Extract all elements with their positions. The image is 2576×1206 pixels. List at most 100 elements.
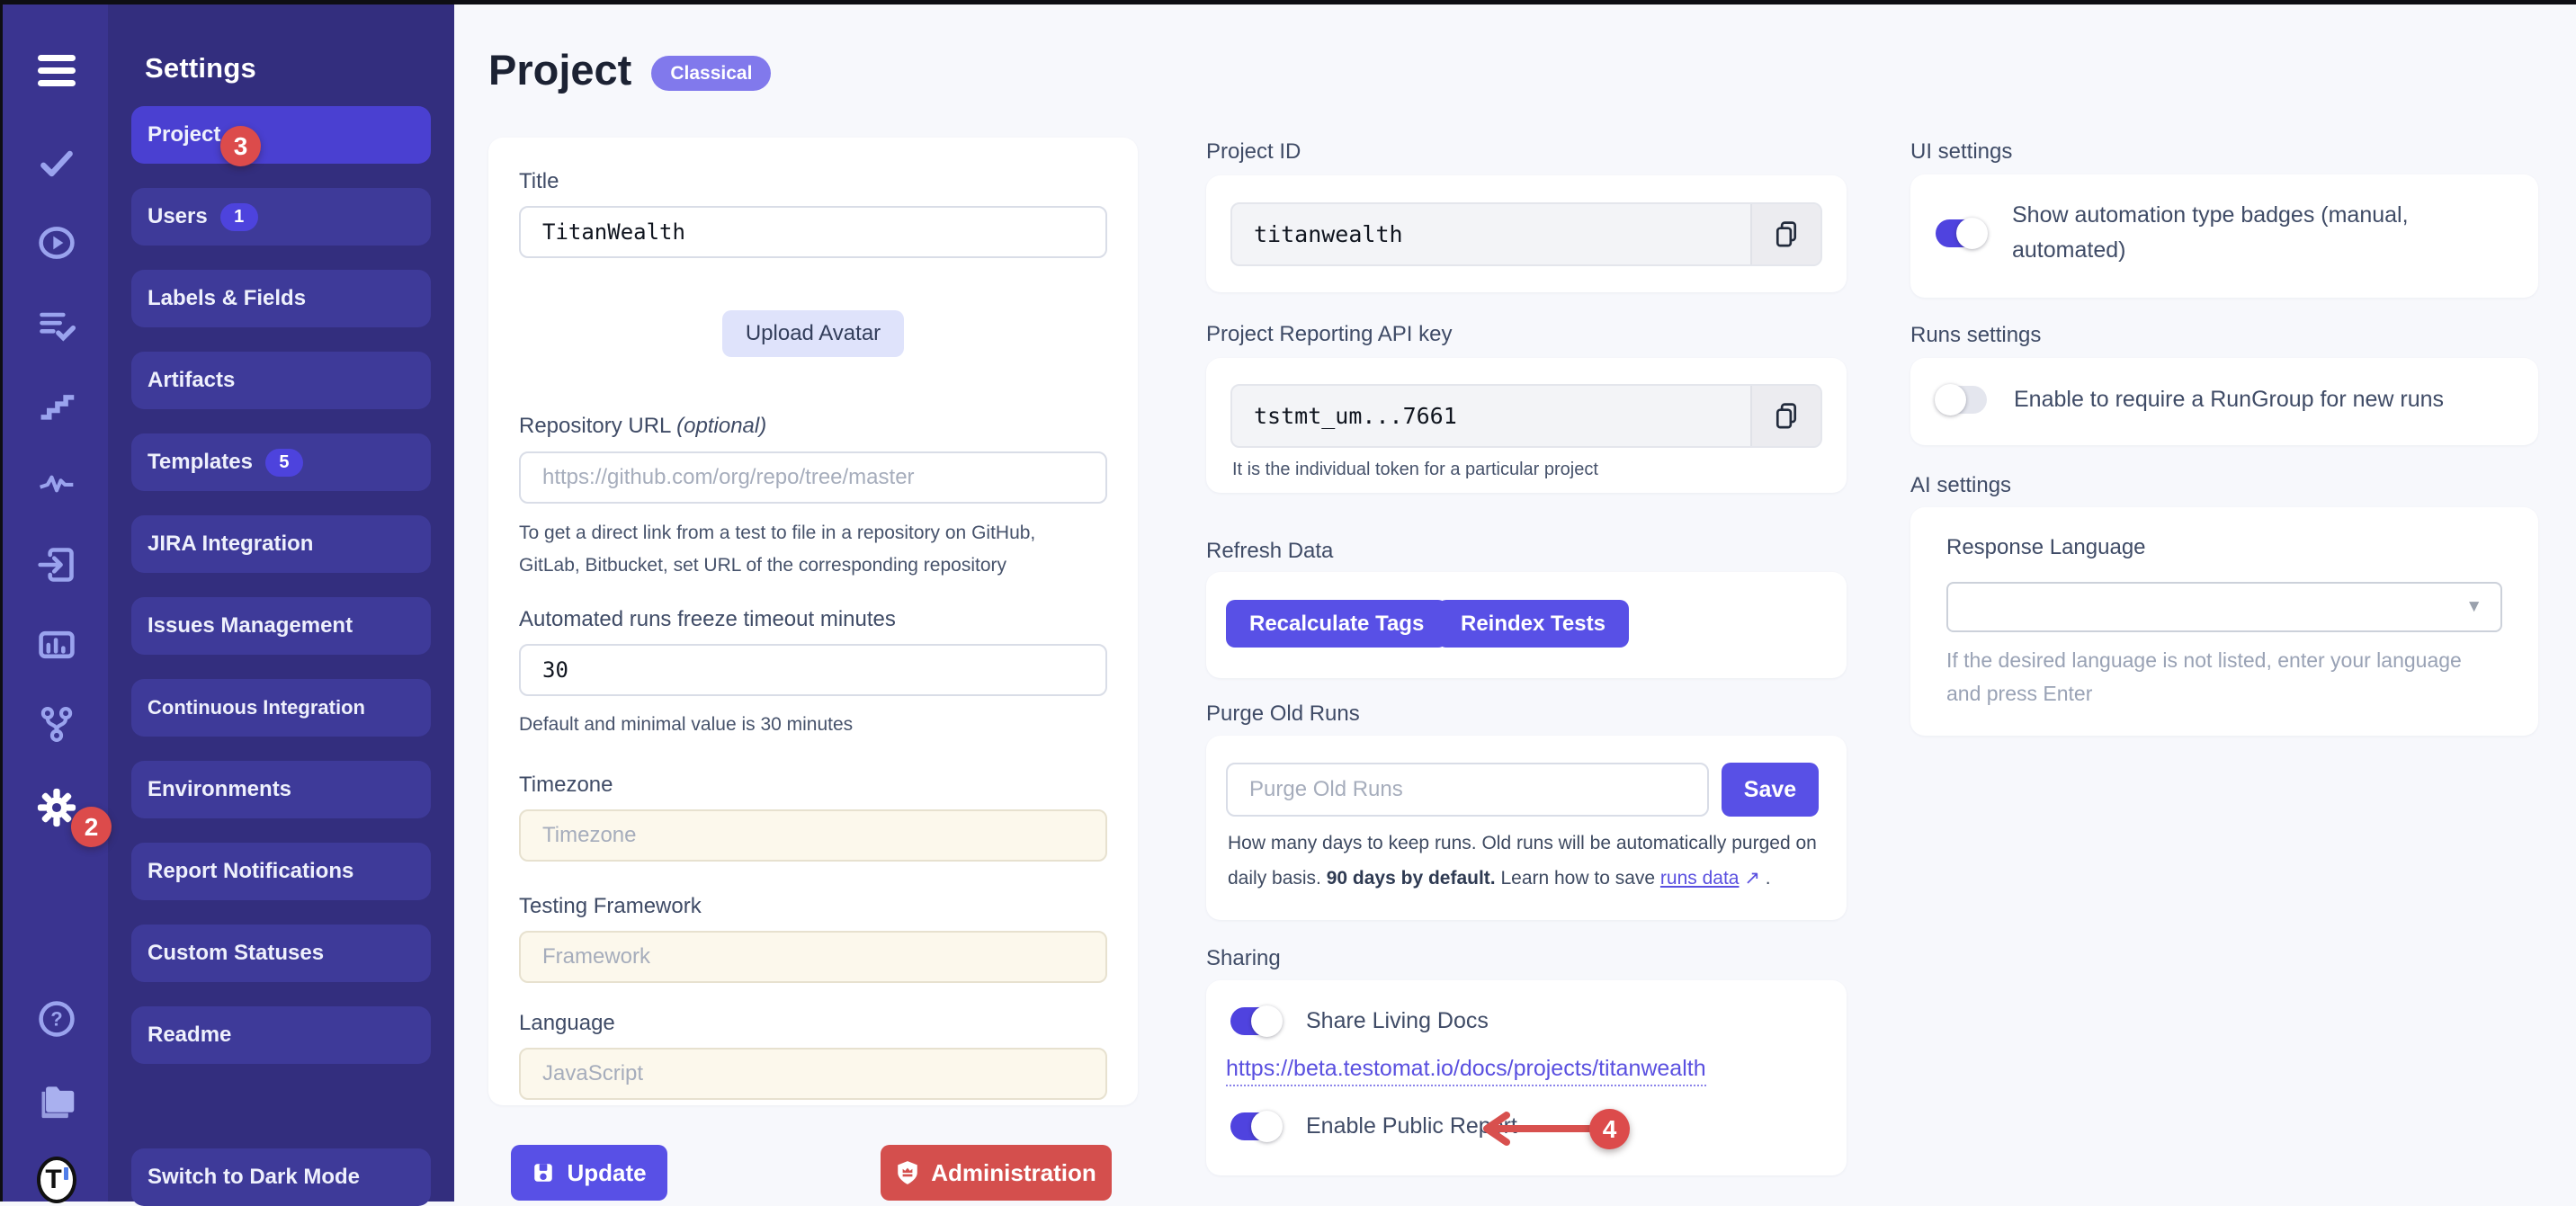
- save-floppy-icon: [534, 1164, 553, 1182]
- purge-old-runs-input[interactable]: [1226, 763, 1709, 817]
- api-key-label: Project Reporting API key: [1206, 322, 1453, 346]
- api-key-field: tstmt_um...7661: [1230, 384, 1822, 448]
- repository-url-label: Repository URL (optional): [519, 414, 767, 438]
- sidebar-item-issues[interactable]: Issues Management: [131, 597, 431, 655]
- repository-url-input[interactable]: [519, 451, 1107, 504]
- ai-settings-label: AI settings: [1910, 473, 2012, 497]
- sidebar-item-readme[interactable]: Readme: [131, 1006, 431, 1064]
- sharing-card: Share Living Docs https://beta.testomat.…: [1206, 980, 1847, 1175]
- timezone-label: Timezone: [519, 773, 613, 797]
- rungroup-toggle[interactable]: [1935, 384, 1987, 415]
- analytics-bar-chart-icon[interactable]: [37, 625, 76, 665]
- share-living-docs-row: Share Living Docs: [1230, 1005, 1489, 1037]
- ui-settings-card: Show automation type badges (manual, aut…: [1910, 174, 2538, 298]
- share-living-docs-toggle[interactable]: [1230, 1005, 1283, 1037]
- sidebar-item-custom-statuses[interactable]: Custom Statuses: [131, 925, 431, 982]
- rungroup-label: Enable to require a RunGroup for new run…: [2014, 387, 2445, 412]
- help-icon[interactable]: ?: [37, 999, 76, 1039]
- pulse-icon[interactable]: [37, 464, 76, 504]
- freeze-timeout-input[interactable]: [519, 644, 1107, 696]
- users-count-badge: 1: [219, 202, 258, 231]
- enable-public-report-row: Enable Public Report: [1230, 1111, 1517, 1142]
- response-language-help: If the desired language is not listed, e…: [1946, 648, 2462, 705]
- settings-gear-icon[interactable]: [37, 788, 76, 827]
- living-docs-url-link[interactable]: https://beta.testomat.io/docs/projects/t…: [1226, 1056, 1706, 1086]
- freeze-timeout-label: Automated runs freeze timeout minutes: [519, 607, 896, 631]
- administration-button[interactable]: Administration: [881, 1145, 1112, 1201]
- annotation-step-project: 3: [220, 126, 261, 166]
- rungroup-row: Enable to require a RunGroup for new run…: [1935, 384, 2445, 415]
- api-key-value: tstmt_um...7661: [1254, 403, 1457, 429]
- tests-check-icon[interactable]: [37, 144, 76, 183]
- project-form-card: Title Upload Avatar Repository URL (opti…: [488, 138, 1138, 1105]
- response-language-select[interactable]: ▼: [1946, 582, 2502, 632]
- api-key-help: It is the individual token for a particu…: [1232, 460, 1598, 479]
- refresh-data-card: Recalculate Tags Reindex Tests: [1206, 572, 1847, 678]
- milestones-steps-icon[interactable]: [37, 386, 76, 425]
- dropdown-caret-icon: ▼: [2465, 597, 2482, 616]
- enable-public-report-toggle[interactable]: [1230, 1111, 1283, 1142]
- enable-public-report-label: Enable Public Report: [1306, 1113, 1517, 1139]
- save-button[interactable]: Save: [1722, 763, 1819, 817]
- test-plans-icon[interactable]: [37, 305, 76, 344]
- response-language-label: Response Language: [1946, 535, 2146, 559]
- annotation-step-gear: 2: [71, 807, 112, 847]
- avatar[interactable]: T: [37, 1157, 76, 1203]
- upload-avatar-button[interactable]: Upload Avatar: [721, 310, 905, 357]
- sidebar-item-environments[interactable]: Environments: [131, 761, 431, 818]
- reindex-tests-button[interactable]: Reindex Tests: [1437, 600, 1629, 648]
- svg-text:?: ?: [50, 1007, 62, 1030]
- recalculate-tags-button[interactable]: Recalculate Tags: [1226, 600, 1448, 648]
- title-label: Title: [519, 169, 559, 193]
- window-left-border: [0, 0, 3, 1202]
- icon-rail: 2 ? T: [3, 4, 112, 1203]
- admin-shield-icon: [898, 1161, 918, 1184]
- annotation-step-public-report: 4: [1589, 1109, 1630, 1149]
- sidebar-item-ci[interactable]: Continuous Integration: [131, 679, 431, 737]
- sidebar-title: Settings: [145, 52, 256, 84]
- menu-icon[interactable]: [37, 50, 76, 90]
- runs-settings-card: Enable to require a RunGroup for new run…: [1910, 358, 2538, 445]
- freeze-timeout-help: Default and minimal value is 30 minutes: [519, 714, 854, 735]
- language-input[interactable]: [519, 1048, 1107, 1100]
- copy-api-key-button[interactable]: [1750, 386, 1820, 446]
- automation-badges-row: [1936, 218, 1988, 249]
- testing-framework-label: Testing Framework: [519, 894, 702, 918]
- copy-icon: [1775, 220, 1797, 246]
- testing-framework-input[interactable]: [519, 931, 1107, 983]
- sharing-label: Sharing: [1206, 946, 1281, 970]
- purge-old-runs-label: Purge Old Runs: [1206, 701, 1360, 726]
- branches-icon[interactable]: [37, 704, 76, 744]
- templates-count-badge: 5: [264, 448, 303, 477]
- projects-folder-icon[interactable]: [37, 1080, 76, 1120]
- runs-play-icon[interactable]: [37, 223, 76, 263]
- timezone-input[interactable]: [519, 809, 1107, 862]
- project-id-card: titanwealth: [1206, 175, 1847, 292]
- share-living-docs-label: Share Living Docs: [1306, 1008, 1489, 1033]
- avatar-letter: T: [45, 1165, 62, 1194]
- window-top-border: [0, 0, 2576, 4]
- sidebar-item-users[interactable]: Users 1: [131, 188, 431, 246]
- copy-project-id-button[interactable]: [1750, 204, 1820, 264]
- sidebar-item-project[interactable]: Project: [131, 106, 431, 164]
- settings-sidebar: Settings Project Users 1 Labels & Fields …: [108, 4, 454, 1206]
- copy-icon: [1775, 402, 1797, 428]
- import-sign-in-icon[interactable]: [37, 545, 76, 585]
- sidebar-item-artifacts[interactable]: Artifacts: [131, 352, 431, 409]
- purge-help: How many days to keep runs. Old runs wil…: [1228, 833, 1817, 889]
- automation-badges-toggle[interactable]: [1936, 218, 1988, 249]
- purge-old-runs-card: Save How many days to keep runs. Old run…: [1206, 736, 1847, 920]
- sidebar-item-report-notifications[interactable]: Report Notifications: [131, 843, 431, 900]
- sidebar-item-dark-mode[interactable]: Switch to Dark Mode: [131, 1148, 431, 1206]
- automation-badges-label: Show automation type badges (manual, aut…: [2012, 202, 2409, 263]
- title-input[interactable]: [519, 206, 1107, 258]
- api-key-card: tstmt_um...7661 It is the individual tok…: [1206, 358, 1847, 493]
- refresh-data-label: Refresh Data: [1206, 539, 1334, 563]
- sidebar-item-jira[interactable]: JIRA Integration: [131, 515, 431, 573]
- project-type-badge: Classical: [651, 56, 772, 91]
- update-button[interactable]: Update: [511, 1145, 667, 1201]
- sidebar-item-templates[interactable]: Templates 5: [131, 433, 431, 491]
- runs-data-link[interactable]: runs data: [1659, 868, 1740, 889]
- settings-menu: Project Users 1 Labels & Fields Artifacts…: [131, 106, 431, 1064]
- sidebar-item-labels-fields[interactable]: Labels & Fields: [131, 270, 431, 327]
